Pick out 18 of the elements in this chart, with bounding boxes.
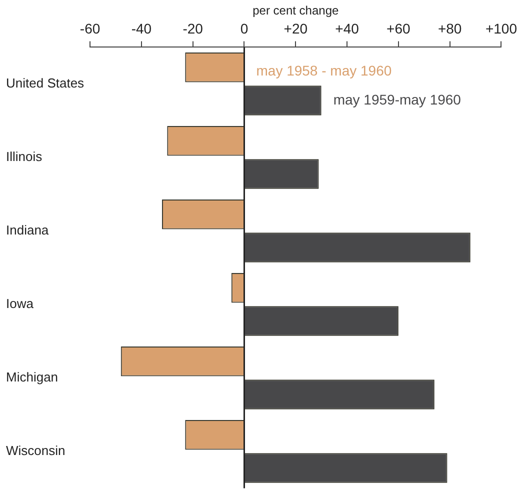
x-tick-label: +100	[485, 20, 518, 37]
series-label: may 1959-may 1960	[333, 91, 462, 108]
x-axis-title: per cent change	[252, 4, 339, 18]
y-tick-label: Iowa	[6, 296, 34, 312]
y-tick-label: Indiana	[6, 222, 50, 238]
y-tick-label: United States	[6, 76, 85, 91]
y-tick-label: Wisconsin	[6, 443, 66, 458]
x-tick-label: +60	[386, 20, 411, 37]
series-label: may 1958 - may 1960	[256, 62, 392, 78]
x-tick-label: +80	[438, 20, 462, 37]
x-tick-label: -20	[182, 20, 204, 37]
y-tick-label: Illinois	[6, 149, 43, 164]
x-tick-label: +40	[335, 20, 360, 37]
x-tick-label: +20	[284, 20, 308, 37]
x-tick-label: 0	[240, 20, 248, 37]
y-tick-label: Michigan	[6, 370, 58, 385]
x-tick-label: -60	[80, 20, 100, 37]
x-tick-label: -40	[131, 20, 152, 37]
